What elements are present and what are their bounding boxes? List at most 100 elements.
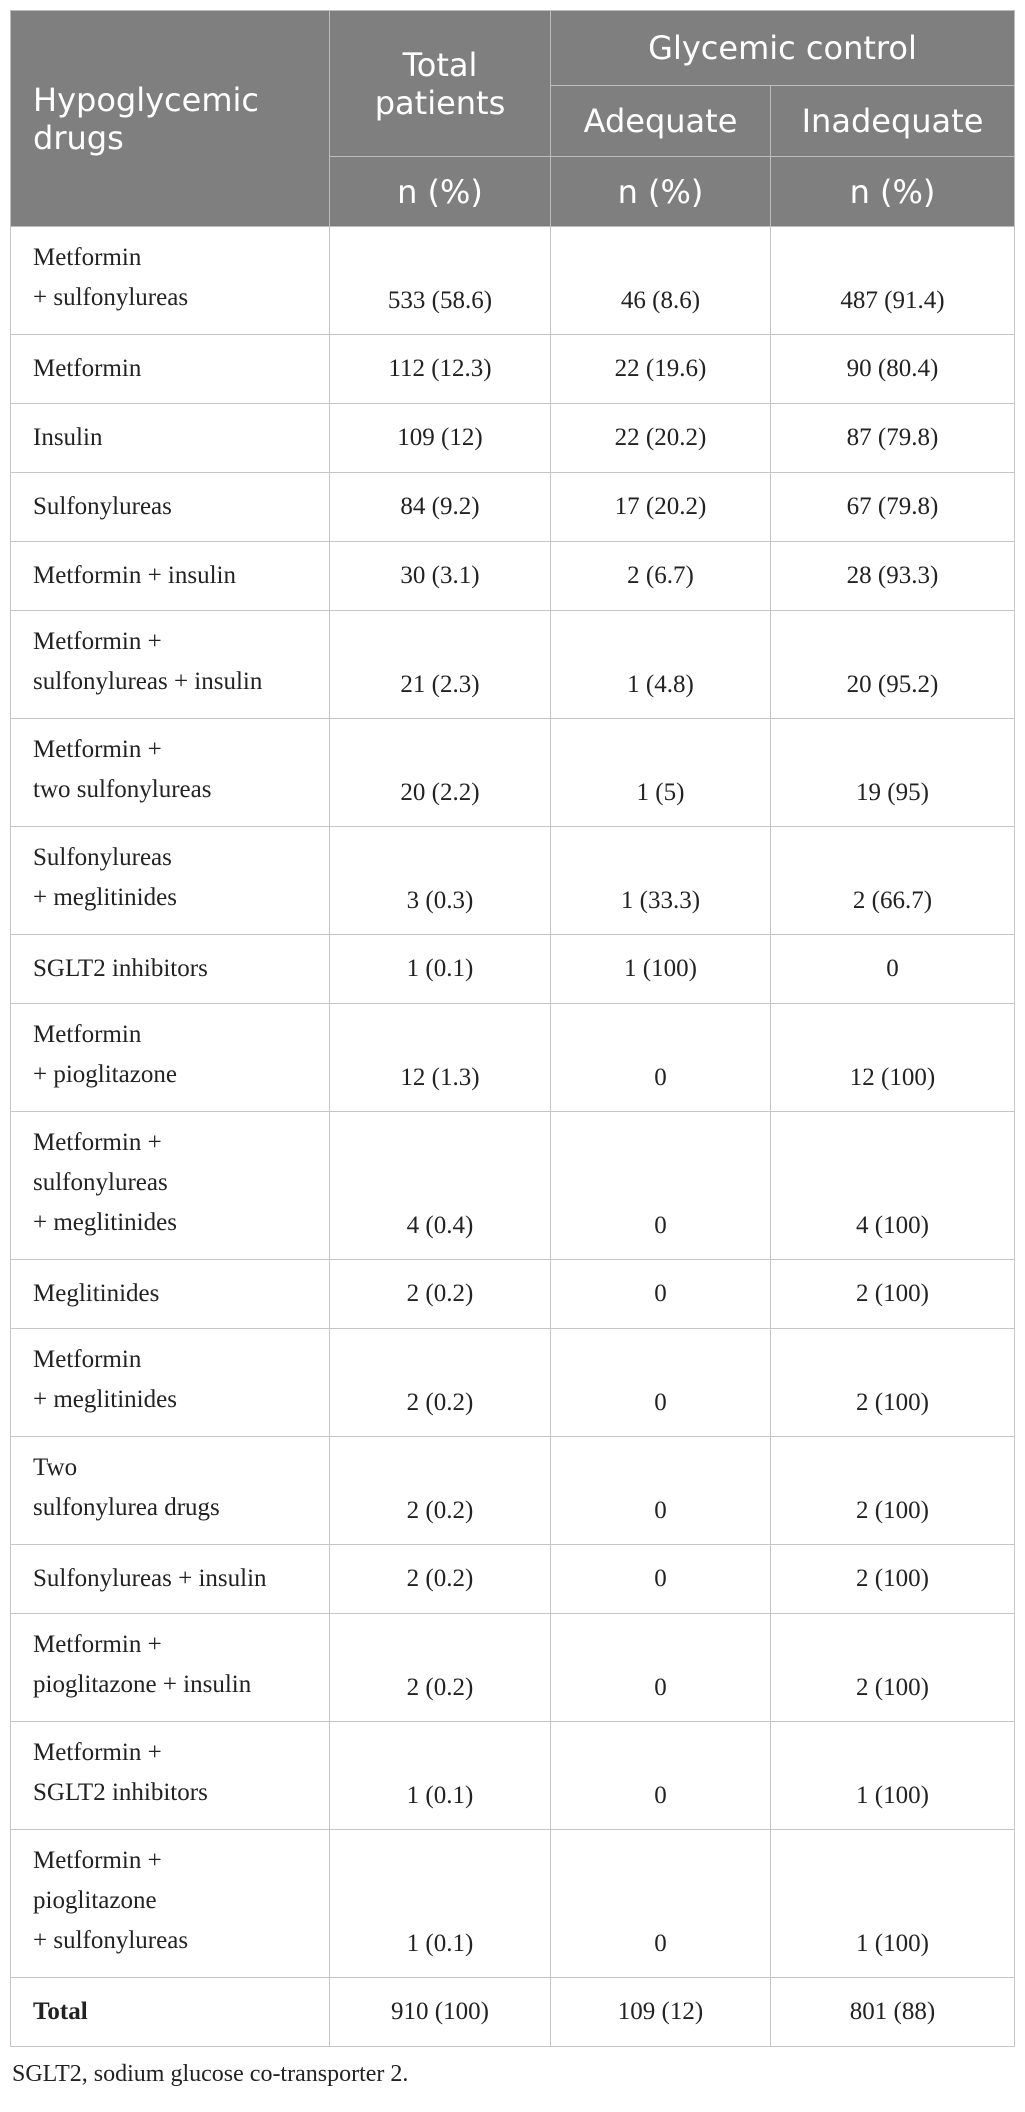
header-total-label: Total patients	[374, 45, 506, 122]
table-row: Insulin 109 (12) 22 (20.2) 87 (79.8)	[10, 403, 1015, 473]
table-footnote: SGLT2, sodium glucose co-transporter 2.	[12, 2061, 409, 2087]
total-patients-cell-text: 84 (9.2)	[400, 493, 480, 520]
adequate-cell-text: 2 (6.7)	[627, 562, 694, 589]
inadequate-cell-text: 1 (100)	[856, 1782, 929, 1809]
drug-cell: Total	[10, 1977, 330, 2047]
adequate-cell: 1 (4.8)	[550, 610, 771, 719]
total-patients-cell: 12 (1.3)	[329, 1003, 551, 1112]
inadequate-cell: 19 (95)	[770, 718, 1015, 827]
header-total-patients: Total patients	[329, 10, 551, 157]
hypoglycemic-drugs-table: Hypoglycemic drugs Total patients Glycem…	[10, 10, 1015, 2047]
drug-cell-text: Sulfonylureas	[33, 493, 172, 520]
drug-cell: Metformin + meglitinides	[10, 1328, 330, 1437]
table-row: Meglitinides 2 (0.2) 0 2 (100)	[10, 1259, 1015, 1329]
adequate-cell-text: 0	[654, 1674, 667, 1701]
inadequate-cell: 2 (100)	[770, 1613, 1015, 1722]
adequate-cell-text: 0	[654, 1212, 667, 1239]
header-adequate: Adequate	[550, 85, 771, 157]
inadequate-cell: 20 (95.2)	[770, 610, 1015, 719]
total-patients-cell-text: 30 (3.1)	[400, 562, 480, 589]
inadequate-cell: 1 (100)	[770, 1829, 1015, 1978]
table-row: Metformin + sulfonylureas 533 (58.6) 46 (8…	[10, 226, 1015, 335]
inadequate-cell: 2 (100)	[770, 1328, 1015, 1437]
total-patients-cell-text: 4 (0.4)	[406, 1212, 474, 1239]
adequate-cell: 0	[550, 1003, 771, 1112]
total-patients-cell-text: 12 (1.3)	[400, 1064, 480, 1091]
drug-cell: Metformin + pioglitazone + insulin	[10, 1613, 330, 1722]
adequate-cell-text: 0	[654, 1497, 667, 1524]
drug-cell: Meglitinides	[10, 1259, 330, 1329]
total-patients-cell: 3 (0.3)	[329, 826, 551, 935]
header-drugs: Hypoglycemic drugs	[10, 10, 330, 227]
inadequate-cell-text: 2 (100)	[856, 1389, 929, 1416]
total-patients-cell: 1 (0.1)	[329, 934, 551, 1004]
adequate-cell-text: 109 (12)	[617, 1998, 704, 2025]
drug-cell-text: Metformin + sulfonylureas	[33, 244, 189, 311]
total-patients-cell-text: 1 (0.1)	[406, 955, 474, 982]
total-patients-cell-text: 910 (100)	[391, 1998, 489, 2025]
drug-cell-text: Sulfonylureas + meglitinides	[33, 844, 177, 911]
drug-cell: Metformin + sulfonylureas + insulin	[10, 610, 330, 719]
inadequate-cell-text: 19 (95)	[856, 779, 929, 806]
total-patients-cell-text: 1 (0.1)	[406, 1782, 474, 1809]
drug-cell-text: Metformin + pioglitazone	[33, 1021, 177, 1088]
adequate-cell-text: 0	[654, 1064, 667, 1091]
drug-cell: Insulin	[10, 403, 330, 473]
inadequate-cell: 2 (100)	[770, 1544, 1015, 1614]
drug-cell-text: Metformin + pioglitazone + sulfonylureas	[33, 1847, 189, 1954]
total-patients-cell: 1 (0.1)	[329, 1829, 551, 1978]
total-patients-cell-text: 1 (0.1)	[406, 1930, 474, 1957]
total-row: Total 910 (100) 109 (12) 801 (88)	[10, 1977, 1015, 2047]
adequate-cell: 1 (5)	[550, 718, 771, 827]
inadequate-cell-text: 67 (79.8)	[846, 493, 939, 520]
adequate-cell-text: 1 (4.8)	[627, 671, 694, 698]
inadequate-cell-text: 2 (66.7)	[852, 887, 933, 914]
total-patients-cell-text: 2 (0.2)	[406, 1389, 474, 1416]
table-row: Metformin + pioglitazone 12 (1.3) 0 12 (100…	[10, 1003, 1015, 1112]
table-row: Sulfonylureas + insulin 2 (0.2) 0 2 (100)	[10, 1544, 1015, 1614]
inadequate-cell: 87 (79.8)	[770, 403, 1015, 473]
total-patients-cell: 112 (12.3)	[329, 334, 551, 404]
total-patients-cell-text: 533 (58.6)	[387, 287, 493, 314]
inadequate-cell-text: 28 (93.3)	[846, 562, 939, 589]
adequate-cell-text: 0	[654, 1930, 667, 1957]
inadequate-cell-text: 2 (100)	[856, 1280, 929, 1307]
total-patients-cell-text: 2 (0.2)	[406, 1674, 474, 1701]
drug-cell: Metformin + sulfonylureas	[10, 226, 330, 335]
drug-cell-text: Total	[33, 1998, 88, 2025]
total-patients-cell: 2 (0.2)	[329, 1544, 551, 1614]
inadequate-cell: 487 (91.4)	[770, 226, 1015, 335]
inadequate-cell: 2 (100)	[770, 1436, 1015, 1545]
table-row: Metformin + SGLT2 inhibitors 1 (0.1) 0 1 (1…	[10, 1721, 1015, 1830]
total-patients-cell: 910 (100)	[329, 1977, 551, 2047]
inadequate-cell: 90 (80.4)	[770, 334, 1015, 404]
adequate-cell-text: 0	[654, 1389, 667, 1416]
drug-cell: SGLT2 inhibitors	[10, 934, 330, 1004]
adequate-cell: 0	[550, 1436, 771, 1545]
inadequate-cell: 12 (100)	[770, 1003, 1015, 1112]
total-patients-cell: 30 (3.1)	[329, 541, 551, 611]
total-patients-cell: 20 (2.2)	[329, 718, 551, 827]
drug-cell-text: Metformin + pioglitazone + insulin	[33, 1631, 252, 1698]
total-patients-cell-text: 112 (12.3)	[388, 355, 492, 382]
table-row: Two sulfonylurea drugs 2 (0.2) 0 2 (100)	[10, 1436, 1015, 1545]
inadequate-cell-text: 2 (100)	[856, 1497, 929, 1524]
inadequate-cell: 28 (93.3)	[770, 541, 1015, 611]
header-drugs-label: Hypoglycemic drugs	[33, 80, 259, 157]
table-row: Metformin + sulfonylureas + insulin 21 (2…	[10, 610, 1015, 719]
adequate-cell-text: 0	[654, 1782, 667, 1809]
inadequate-cell: 801 (88)	[770, 1977, 1015, 2047]
adequate-cell: 0	[550, 1328, 771, 1437]
table-row: Metformin 112 (12.3) 22 (19.6) 90 (80.4)	[10, 334, 1015, 404]
table-body: Metformin + sulfonylureas 533 (58.6) 46 (8…	[10, 226, 1015, 2047]
adequate-cell: 0	[550, 1721, 771, 1830]
table-row: Metformin + two sulfonylureas 20 (2.2) 1 (…	[10, 718, 1015, 827]
inadequate-cell: 4 (100)	[770, 1111, 1015, 1260]
inadequate-cell-text: 4 (100)	[856, 1212, 929, 1239]
drug-cell-text: Metformin + insulin	[33, 562, 236, 589]
total-patients-cell: 84 (9.2)	[329, 472, 551, 542]
header-inadequate-unit: n (%)	[770, 156, 1015, 227]
adequate-cell: 2 (6.7)	[550, 541, 771, 611]
header-total-unit: n (%)	[329, 156, 551, 227]
total-patients-cell-text: 2 (0.2)	[406, 1565, 474, 1592]
